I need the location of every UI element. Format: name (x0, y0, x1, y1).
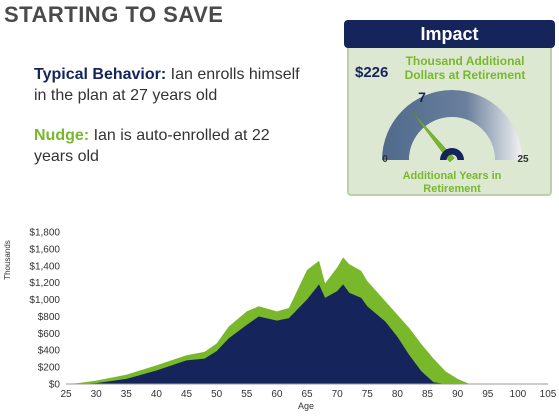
x-tick-label: 40 (151, 389, 163, 400)
x-tick-label: 65 (301, 389, 313, 400)
nudge-label: Nudge: (34, 127, 90, 144)
x-axis-title: Age (298, 401, 314, 411)
y-tick-label: $600 (38, 329, 61, 340)
x-tick-label: 90 (452, 389, 464, 400)
y-tick-label: $1,600 (29, 244, 60, 255)
x-tick-label: 105 (540, 389, 557, 400)
series-area-0 (66, 284, 470, 384)
nudge-line2: years old (34, 148, 99, 165)
y-axis-title: Thousands (3, 240, 12, 280)
impact-amount-caption-1: Thousand Additional (406, 54, 525, 68)
x-tick-label: 45 (181, 389, 193, 400)
gauge-needle (412, 112, 455, 163)
y-tick-label: $1,000 (29, 295, 60, 306)
x-tick-label: 50 (211, 389, 223, 400)
x-tick-label: 85 (422, 389, 434, 400)
gauge-hub (440, 148, 464, 160)
x-tick-label: 75 (362, 389, 374, 400)
impact-amount: $226 (355, 64, 388, 81)
x-tick-label: 30 (91, 389, 103, 400)
x-tick-label: 70 (332, 389, 344, 400)
y-tick-label: $0 (49, 380, 61, 391)
y-tick-label: $200 (38, 363, 61, 374)
series-layer (66, 257, 470, 384)
y-tick-label: $1,400 (29, 261, 60, 272)
nudge-line1: Ian is auto-enrolled at 22 (93, 127, 270, 144)
x-tick-label: 55 (241, 389, 253, 400)
typical-behavior-line1: Ian enrolls himself (170, 66, 300, 83)
y-tick-label: $1,200 (29, 278, 60, 289)
years-caption-2: Retirement (423, 183, 481, 195)
savings-chart: $0 $200 $400 $600 $800 $1,000 $1,200 $1,400 $1,6… (3, 228, 557, 412)
y-tick-label: $800 (38, 312, 61, 323)
x-tick-label: 35 (121, 389, 133, 400)
impact-header: Impact (344, 20, 555, 48)
typical-behavior-text: Typical Behavior: Ian enrolls himself in… (34, 64, 334, 106)
y-tick-label: $400 (38, 346, 61, 357)
impact-gauge: $226 Thousand Additional Dollars at Reti… (355, 54, 529, 195)
gauge-arc (382, 90, 522, 160)
x-tick-label: 60 (271, 389, 283, 400)
years-caption-1: Additional Years in (403, 170, 502, 182)
gauge-value-label: 7 (418, 89, 426, 105)
nudge-text: Nudge: Ian is auto-enrolled at 22 years … (34, 125, 334, 167)
typical-behavior-line2: in the plan at 27 years old (34, 87, 218, 104)
x-tick-label: 25 (60, 389, 72, 400)
gauge-min-label: 0 (382, 154, 388, 165)
gauge-max-label: 25 (517, 154, 529, 165)
gauge-inner (409, 117, 495, 160)
x-axis-ticks: 25 30 35 40 45 50 55 60 65 70 75 80 85 90 95 100 105 (60, 389, 556, 400)
x-tick-label: 100 (510, 389, 527, 400)
page-title: STARTING TO SAVE (4, 2, 224, 27)
impact-amount-caption-2: Dollars at Retirement (405, 68, 526, 82)
typical-behavior-label: Typical Behavior: (34, 66, 167, 83)
x-tick-label: 80 (392, 389, 404, 400)
y-axis-ticks: $0 $200 $400 $600 $800 $1,000 $1,200 $1,400 $1,6… (29, 228, 60, 391)
x-tick-label: 95 (482, 389, 494, 400)
y-tick-label: $1,800 (29, 228, 60, 239)
